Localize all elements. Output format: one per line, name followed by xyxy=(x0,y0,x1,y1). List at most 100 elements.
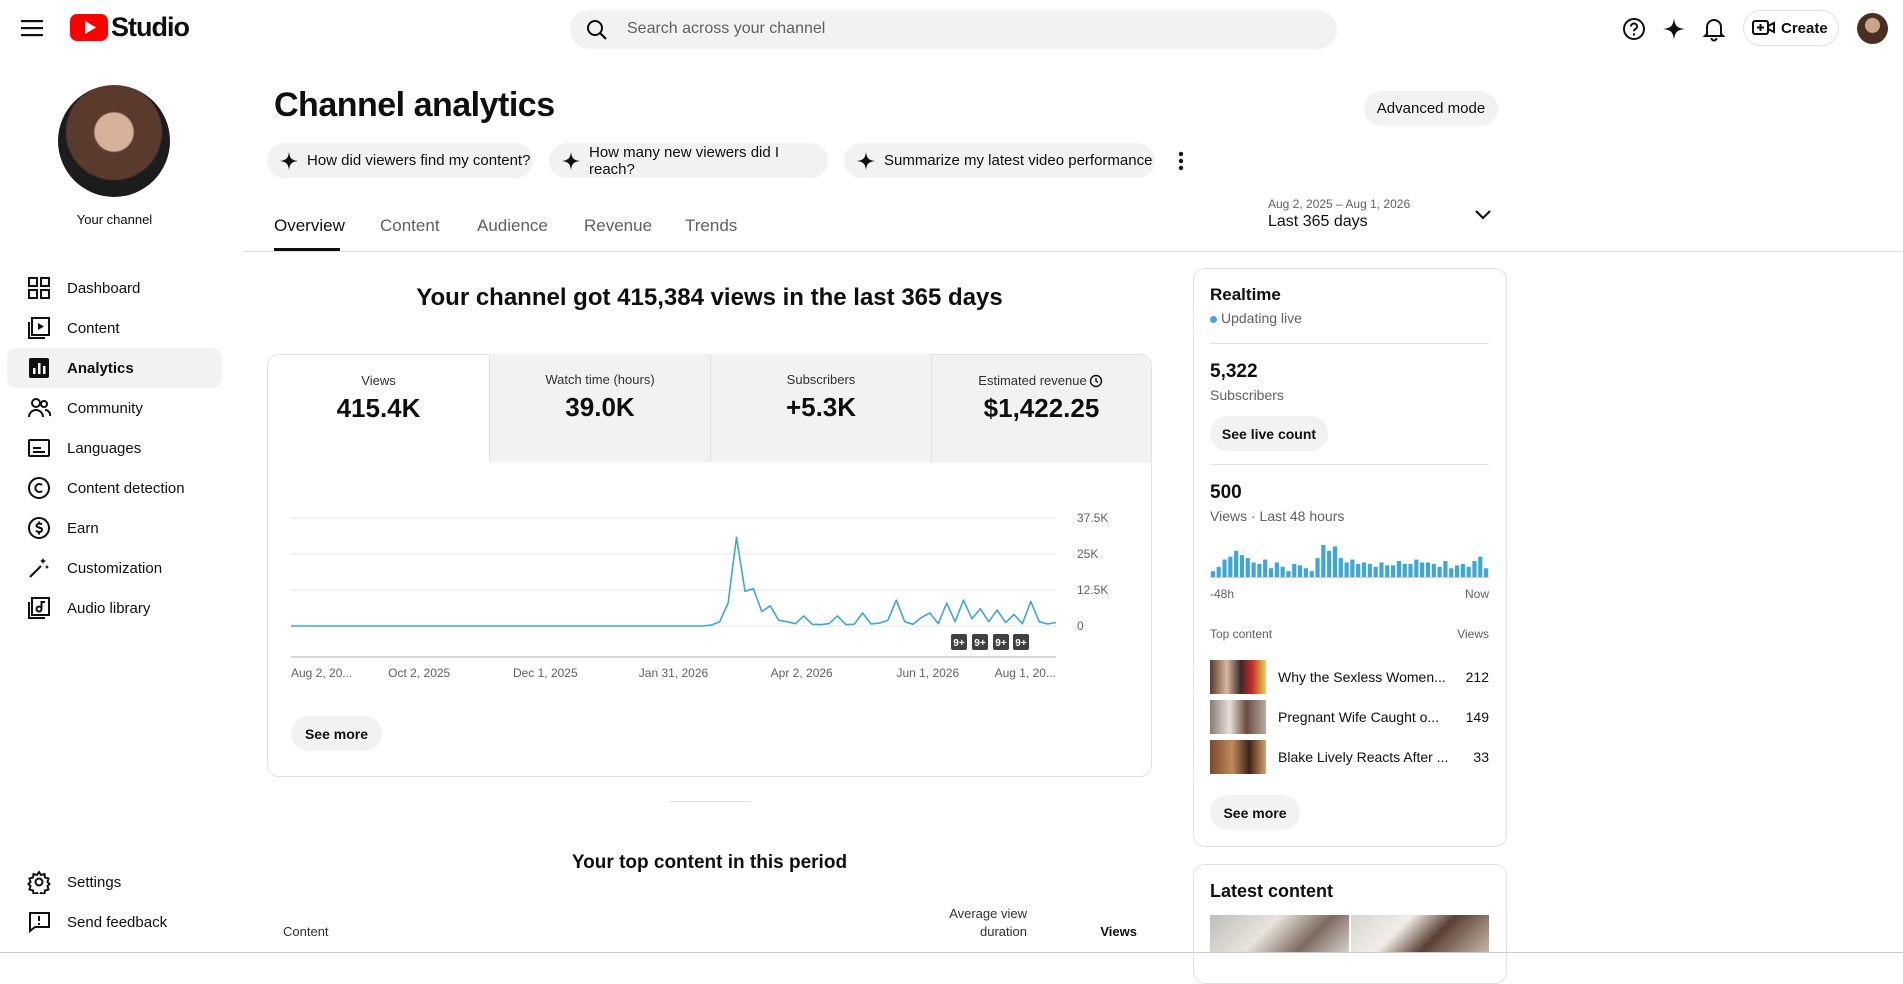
date-range[interactable]: Aug 2, 2025 – Aug 1, 2026 xyxy=(1268,197,1411,211)
top-content-title: Your top content in this period xyxy=(571,852,848,873)
realtime-status: Updating live xyxy=(1221,310,1302,326)
see-more-button[interactable]: See more xyxy=(291,716,382,751)
icon xyxy=(28,317,50,339)
nav-item[interactable]: Send feedback xyxy=(7,902,222,942)
tab[interactable]: Overview xyxy=(274,216,345,235)
tab[interactable]: Audience xyxy=(477,216,548,235)
metric-value: 39.0K xyxy=(565,392,635,422)
tab-indicator xyxy=(274,248,340,251)
tab[interactable]: Trends xyxy=(685,216,738,235)
nav-label: Content xyxy=(67,319,120,337)
notifications-icon[interactable] xyxy=(1702,16,1726,42)
divider xyxy=(1210,464,1489,465)
tab[interactable]: Revenue xyxy=(584,216,653,235)
latest-thumbnail[interactable] xyxy=(1210,915,1349,953)
nav-item[interactable]: Languages xyxy=(7,428,222,468)
nav-label: Dashboard xyxy=(67,279,141,297)
metric-label: Watch time (hours) xyxy=(545,372,655,387)
nav-item[interactable]: Analytics xyxy=(7,348,222,388)
live-count-button[interactable]: See live count xyxy=(1210,416,1328,451)
content-thumbnail[interactable] xyxy=(1210,740,1266,774)
advanced-mode-button[interactable]: Advanced mode xyxy=(1364,91,1498,126)
realtime-title: Realtime xyxy=(1210,285,1281,304)
nav-item[interactable]: Community xyxy=(7,388,222,428)
content-views: 33 xyxy=(1473,749,1489,765)
icon xyxy=(28,439,50,457)
nav-label: Send feedback xyxy=(67,913,168,931)
account-avatar[interactable] xyxy=(1857,13,1888,44)
period-label[interactable]: Last 365 days xyxy=(1268,213,1368,230)
sparkle-icon[interactable] xyxy=(1662,17,1686,41)
chip-label: How many new viewers did I reach? xyxy=(589,143,780,178)
content-thumbnail[interactable] xyxy=(1210,700,1266,734)
logo-icon[interactable] xyxy=(70,14,108,41)
table-header-content: Content xyxy=(283,924,329,939)
tab-divider xyxy=(243,251,1903,252)
metric-label: Estimated revenue xyxy=(978,373,1087,388)
subscriber-count: 5,322 xyxy=(1210,361,1258,382)
nav-label: Languages xyxy=(67,439,142,457)
create-label: Create xyxy=(1781,20,1828,37)
table-header-duration: Average view duration xyxy=(949,906,1027,939)
realtime-see-more[interactable]: See more xyxy=(1210,795,1300,830)
menu-icon[interactable] xyxy=(21,19,45,37)
content-thumbnail[interactable] xyxy=(1210,660,1266,694)
table-header-views: Views xyxy=(1100,924,1137,939)
nav-item[interactable]: Earn xyxy=(7,508,222,548)
metric-tab[interactable]: Estimated revenue $1,422.25 xyxy=(931,355,1151,463)
dropdown-icon[interactable] xyxy=(1474,209,1492,221)
icon xyxy=(28,398,51,418)
latest-thumbnail[interactable] xyxy=(1351,915,1489,953)
icon xyxy=(29,358,49,378)
icon xyxy=(28,517,50,539)
nav-item[interactable]: Dashboard xyxy=(7,268,222,308)
nav-item[interactable]: Content xyxy=(7,308,222,348)
help-icon[interactable] xyxy=(1622,17,1646,41)
nav-label: Analytics xyxy=(67,359,134,377)
metric-tab[interactable]: Subscribers +5.3K xyxy=(710,354,931,462)
metric-label: Views xyxy=(361,373,396,388)
nav-label: Content detection xyxy=(67,479,185,497)
search-icon xyxy=(587,20,607,40)
metric-label: Subscribers xyxy=(786,372,856,387)
more-icon[interactable] xyxy=(1176,150,1186,172)
live-dot xyxy=(1210,316,1217,323)
suggestion-chip[interactable]: How did viewers find my content? xyxy=(267,143,533,178)
metric-value: $1,422.25 xyxy=(983,393,1100,423)
subscriber-label: Subscribers xyxy=(1210,387,1284,403)
divider xyxy=(1210,343,1489,344)
nav-item[interactable]: Customization xyxy=(7,548,222,588)
icon xyxy=(28,477,50,499)
nav-item[interactable]: Settings xyxy=(7,862,222,902)
tab[interactable]: Content xyxy=(380,216,440,235)
create-button[interactable]: Create xyxy=(1743,10,1839,46)
metric-value: +5.3K xyxy=(785,392,857,422)
nav-item[interactable]: Audio library xyxy=(7,588,222,628)
suggestion-chip[interactable]: How many new viewers did I reach? xyxy=(549,143,828,178)
content-title[interactable]: Why the Sexless Women... xyxy=(1278,669,1446,685)
nav-label: Earn xyxy=(67,519,99,537)
suggestion-chip[interactable]: Summarize my latest video performance xyxy=(844,143,1155,178)
content-views: 149 xyxy=(1465,709,1489,725)
section-divider xyxy=(669,801,751,802)
search-box[interactable]: Search across your channel xyxy=(570,10,1337,49)
realtime-views: 500 xyxy=(1210,482,1242,503)
logo-text[interactable]: Studio xyxy=(111,12,190,42)
page-title: Channel analytics xyxy=(274,86,555,124)
nav-item[interactable]: Content detection xyxy=(7,468,222,508)
content-title[interactable]: Pregnant Wife Caught o... xyxy=(1278,709,1440,725)
icon xyxy=(28,277,50,299)
nav-label: Audio library xyxy=(67,599,151,617)
axis-end: Now xyxy=(1464,587,1489,601)
content-views: 212 xyxy=(1465,669,1489,685)
nav-label: Community xyxy=(67,399,143,417)
latest-title: Latest content xyxy=(1210,881,1334,901)
metric-tab[interactable]: Watch time (hours) 39.0K xyxy=(489,354,710,462)
nav-label: Customization xyxy=(67,559,163,577)
channel-avatar[interactable] xyxy=(58,85,170,197)
create-icon xyxy=(1752,20,1775,35)
page: { "header": {"logo_text": "Studio", "sea… xyxy=(0,10,1903,984)
metric-tab[interactable]: Views 415.4K xyxy=(268,355,489,463)
metric-value: 415.4K xyxy=(336,393,421,423)
content-title[interactable]: Blake Lively Reacts After ... xyxy=(1278,749,1449,765)
